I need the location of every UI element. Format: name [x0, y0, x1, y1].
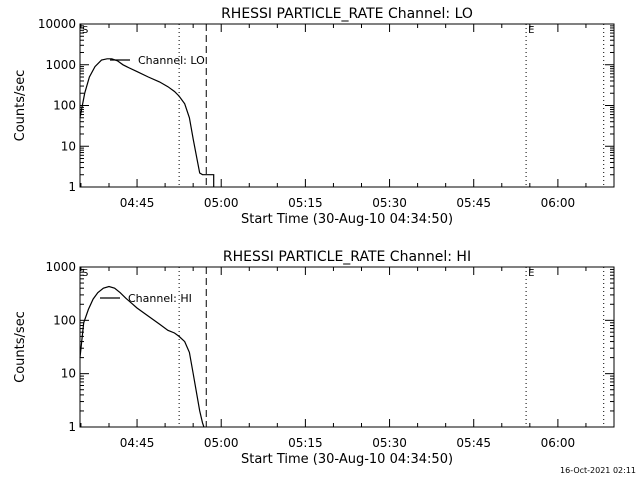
- y-tick-label: 1000: [45, 260, 76, 274]
- marker-label: E: [528, 25, 534, 36]
- x-axis-label: Start Time (30-Aug-10 04:34:50): [241, 452, 453, 467]
- x-tick-label: 05:30: [372, 436, 407, 450]
- marker-label: E: [528, 268, 534, 279]
- y-tick-label: 10: [61, 367, 76, 381]
- marker-label: S: [82, 25, 88, 36]
- x-tick-label: 04:45: [120, 196, 155, 210]
- y-tick-label: 10000: [38, 17, 76, 31]
- x-tick-label: 05:30: [372, 196, 407, 210]
- x-tick-label: 05:15: [288, 196, 323, 210]
- y-axis-label: Counts/sec: [13, 311, 28, 383]
- marker-label: S: [82, 268, 88, 279]
- legend-entry: Channel: HI: [128, 292, 192, 305]
- x-tick-label: 05:45: [456, 196, 491, 210]
- plot-frame: [79, 266, 615, 428]
- x-tick-label: 05:45: [456, 436, 491, 450]
- chart-title: RHESSI PARTICLE_RATE Channel: LO: [221, 6, 473, 22]
- timestamp-label: 16-Oct-2021 02:11: [560, 466, 636, 475]
- y-tick-label: 1: [68, 180, 76, 194]
- x-tick-label: 04:45: [120, 436, 155, 450]
- series-line: [79, 58, 215, 187]
- chart-title: RHESSI PARTICLE_RATE Channel: HI: [223, 249, 471, 265]
- y-tick-label: 1000: [45, 58, 76, 72]
- y-tick-label: 1: [68, 420, 76, 434]
- plot-frame: [79, 23, 615, 188]
- x-axis-label: Start Time (30-Aug-10 04:34:50): [241, 212, 453, 227]
- chart-panel-hi: RHESSI PARTICLE_RATE Channel: HI Counts/s…: [13, 249, 615, 467]
- chart-panel-lo: RHESSI PARTICLE_RATE Channel: LO Counts/s…: [13, 6, 615, 227]
- y-axis-label: Counts/sec: [13, 70, 28, 142]
- x-tick-label: 05:00: [204, 196, 239, 210]
- y-tick-label: 10: [61, 139, 76, 153]
- x-tick-label: 06:00: [541, 196, 576, 210]
- y-tick-label: 100: [53, 313, 76, 327]
- y-tick-label: 100: [53, 99, 76, 113]
- legend-entry: Channel: LO: [138, 54, 205, 67]
- x-tick-label: 05:15: [288, 436, 323, 450]
- x-tick-label: 06:00: [541, 436, 576, 450]
- x-tick-label: 05:00: [204, 436, 239, 450]
- series-line: [79, 285, 205, 428]
